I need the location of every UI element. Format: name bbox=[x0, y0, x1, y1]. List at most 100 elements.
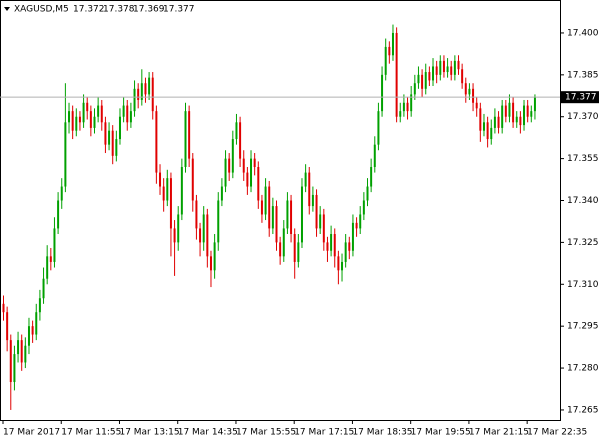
candle-body bbox=[191, 158, 194, 201]
candle-body bbox=[526, 105, 529, 117]
candle-body bbox=[38, 298, 41, 313]
x-tick-label: 17 Mar 18:35 bbox=[352, 428, 412, 438]
candle-body bbox=[322, 214, 325, 243]
candle-body bbox=[271, 206, 274, 229]
candle-body bbox=[246, 172, 249, 187]
candle-body bbox=[442, 60, 445, 73]
candle-body bbox=[224, 158, 227, 187]
candle-body bbox=[35, 312, 38, 335]
candle-body bbox=[282, 228, 285, 257]
candle-body bbox=[253, 158, 256, 167]
candle-body bbox=[235, 122, 238, 140]
candle-body bbox=[424, 72, 427, 89]
candle-body bbox=[311, 194, 314, 207]
candle-body bbox=[166, 178, 169, 201]
price-label-box bbox=[561, 91, 599, 104]
candle-body bbox=[42, 278, 45, 299]
candle-body bbox=[300, 186, 303, 243]
candle-body bbox=[475, 102, 478, 109]
candle-body bbox=[493, 116, 496, 128]
candle-body bbox=[108, 130, 111, 145]
candle-body bbox=[206, 214, 209, 257]
y-tick-label: 17.340 bbox=[567, 196, 599, 206]
x-tick-label: 17 Mar 19:55 bbox=[411, 428, 471, 438]
candle-body bbox=[344, 242, 347, 262]
candle-body bbox=[60, 186, 63, 201]
candle-body bbox=[140, 83, 143, 100]
header-low: 17.369 bbox=[133, 5, 165, 15]
y-tick-label: 17.355 bbox=[567, 154, 599, 164]
candle-body bbox=[450, 66, 453, 75]
candle-body bbox=[319, 214, 322, 229]
candle-body bbox=[395, 32, 398, 117]
candle-body bbox=[82, 102, 85, 123]
candle-body bbox=[479, 108, 482, 131]
candle-body bbox=[453, 60, 456, 75]
y-tick-label: 17.400 bbox=[567, 28, 599, 38]
y-tick-label: 17.325 bbox=[567, 238, 599, 248]
candle-body bbox=[100, 105, 103, 123]
candle-body bbox=[348, 242, 351, 251]
candle-body bbox=[486, 122, 489, 140]
candle-body bbox=[199, 228, 202, 243]
candle-body bbox=[391, 32, 394, 56]
x-tick-label: 17 Mar 21:15 bbox=[469, 428, 529, 438]
candle-body bbox=[155, 111, 158, 173]
candle-body bbox=[490, 127, 493, 140]
candle-body bbox=[126, 105, 129, 123]
candle-body bbox=[129, 111, 132, 123]
candle-body bbox=[355, 222, 358, 229]
candle-body bbox=[464, 83, 467, 95]
candle-body bbox=[64, 122, 67, 187]
candle-body bbox=[308, 172, 311, 207]
candle-body bbox=[13, 354, 16, 383]
x-tick-label: 17 Mar 13:15 bbox=[119, 428, 179, 438]
y-tick-label: 17.385 bbox=[567, 70, 599, 80]
candle-body bbox=[413, 83, 416, 95]
y-tick-label: 17.370 bbox=[567, 112, 599, 122]
header-close: 17.377 bbox=[163, 5, 195, 15]
candle-body bbox=[406, 102, 409, 112]
candle-body bbox=[417, 74, 420, 84]
candle-body bbox=[457, 60, 460, 70]
candle-body bbox=[9, 340, 12, 383]
candle-body bbox=[202, 214, 205, 243]
candle-body bbox=[304, 172, 307, 187]
candle-body bbox=[97, 105, 100, 117]
candle-body bbox=[159, 172, 162, 187]
candle-body bbox=[370, 166, 373, 187]
candle-body bbox=[231, 139, 234, 173]
y-tick-label: 17.310 bbox=[567, 280, 599, 290]
candle-body bbox=[257, 166, 260, 201]
candle-body bbox=[162, 186, 165, 201]
candle-body bbox=[57, 200, 60, 229]
candle-body bbox=[86, 102, 89, 112]
candle-body bbox=[260, 200, 263, 215]
candle-body bbox=[71, 111, 74, 131]
candle-body bbox=[290, 200, 293, 235]
candle-body bbox=[169, 178, 172, 229]
candle-body bbox=[250, 158, 253, 187]
candle-body bbox=[388, 46, 391, 56]
candle-body bbox=[533, 97, 536, 112]
candle-body bbox=[428, 72, 431, 81]
candle-body bbox=[508, 102, 511, 117]
candle-body bbox=[399, 111, 402, 117]
candle-body bbox=[17, 340, 20, 355]
candle-body bbox=[78, 116, 81, 123]
candle-body bbox=[497, 116, 500, 128]
candle-body bbox=[330, 234, 333, 251]
candle-body bbox=[242, 158, 245, 173]
x-tick-label: 17 Mar 2017 bbox=[3, 428, 60, 438]
candle-body bbox=[27, 326, 30, 346]
candle-body bbox=[432, 66, 435, 81]
candle-body bbox=[362, 200, 365, 215]
candle-body bbox=[31, 326, 34, 335]
candle-body bbox=[381, 74, 384, 112]
candle-body bbox=[293, 234, 296, 262]
candle-body bbox=[366, 186, 369, 201]
candle-body bbox=[297, 242, 300, 262]
candle-body bbox=[435, 66, 438, 75]
x-tick-label: 17 Mar 14:35 bbox=[178, 428, 238, 438]
candle-body bbox=[188, 111, 191, 159]
